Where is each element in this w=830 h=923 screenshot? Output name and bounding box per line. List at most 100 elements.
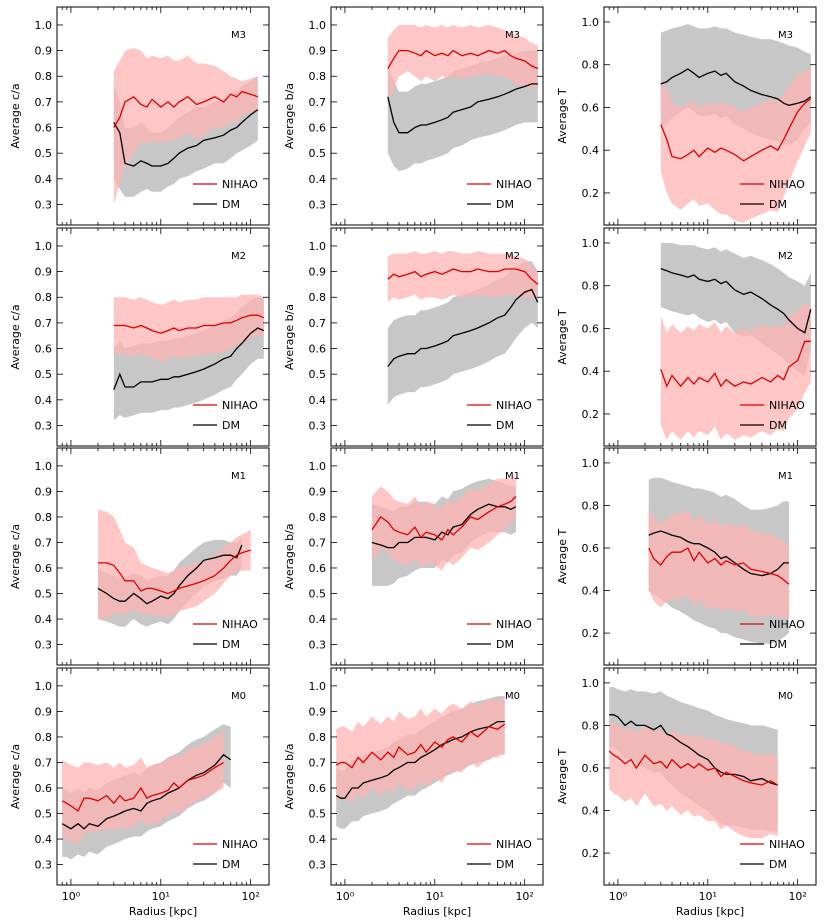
x-tick-label: 10⁰ bbox=[336, 890, 355, 903]
nihao-scatter-band bbox=[609, 721, 778, 839]
y-tick-label: 0.9 bbox=[35, 45, 53, 58]
y-tick-label: 0.3 bbox=[309, 859, 327, 872]
nihao-scatter-band bbox=[62, 731, 224, 845]
y-tick-label: 0.7 bbox=[309, 317, 327, 330]
nihao-mean-line bbox=[387, 268, 539, 285]
y-tick-label: 0.9 bbox=[309, 45, 327, 58]
y-tick-label: 0.5 bbox=[35, 368, 53, 381]
plot-area bbox=[648, 477, 790, 644]
nihao-scatter-band bbox=[660, 69, 811, 223]
y-tick-label: 0.5 bbox=[309, 588, 327, 601]
dm-mean-line bbox=[660, 68, 812, 106]
plot-area bbox=[335, 696, 506, 829]
y-tick-label: 0.6 bbox=[35, 562, 53, 575]
y-tick-label: 0.6 bbox=[35, 343, 53, 356]
panel-m3-ca: 0.3 0.4 0.5 0.6 0.7 0.8 0.9 1.0 Average c/a M3 NIH… bbox=[9, 6, 270, 226]
axes-frame bbox=[56, 667, 270, 886]
nihao-mean-line bbox=[387, 49, 539, 70]
axes-frame bbox=[56, 447, 270, 666]
nihao-legend-label: NIHAO bbox=[769, 618, 805, 631]
y-tick-label: 0.4 bbox=[309, 394, 327, 407]
nihao-mean-line bbox=[660, 98, 812, 162]
dm-legend-label: DM bbox=[769, 858, 787, 871]
plot-area bbox=[387, 251, 539, 405]
y-tick-label: 0.6 bbox=[309, 343, 327, 356]
y-tick-label: 0.7 bbox=[35, 96, 53, 109]
nihao-legend-label: NIHAO bbox=[222, 618, 258, 631]
x-tick-label: 10¹ bbox=[699, 890, 717, 903]
y-tick-label: 0.4 bbox=[309, 613, 327, 626]
dm-mean-line bbox=[387, 83, 538, 134]
y-axis-label: Average T bbox=[556, 309, 569, 365]
y-tick-label: 0.7 bbox=[309, 96, 327, 109]
nihao-scatter-band bbox=[387, 25, 538, 102]
y-axis-label: Average c/a bbox=[9, 304, 22, 369]
y-tick-label: 0.9 bbox=[35, 705, 53, 718]
y-tick-label: 0.6 bbox=[309, 782, 327, 795]
panel-m0-ca: 0.3 0.4 0.5 0.6 0.7 0.8 0.9 1.0 10⁰ 10¹ 10² Radius … bbox=[9, 667, 270, 918]
nihao-mean-line bbox=[608, 750, 779, 786]
y-tick-label: 1.0 bbox=[35, 680, 53, 693]
axes-frame bbox=[330, 667, 544, 886]
nihao-mean-line bbox=[113, 314, 265, 334]
y-tick-label: 0.7 bbox=[35, 756, 53, 769]
dm-legend-label: DM bbox=[769, 198, 787, 211]
nihao-legend-label: NIHAO bbox=[222, 178, 258, 191]
y-axis-label: Average c/a bbox=[9, 744, 22, 809]
y-tick-label: 0.5 bbox=[35, 588, 53, 601]
y-tick-label: 0.8 bbox=[309, 291, 327, 304]
y-tick-label: 0.5 bbox=[35, 147, 53, 160]
y-tick-label: 0.4 bbox=[582, 585, 600, 598]
nihao-mean-line bbox=[113, 90, 259, 128]
dm-mean-line bbox=[371, 503, 517, 549]
y-tick-label: 0.3 bbox=[35, 419, 53, 432]
panel-label: M0 bbox=[231, 691, 246, 702]
nihao-legend-label: NIHAO bbox=[496, 178, 532, 191]
axes-frame bbox=[603, 667, 817, 886]
y-axis-label: Average c/a bbox=[9, 524, 22, 589]
dm-legend-label: DM bbox=[222, 198, 240, 211]
nihao-scatter-band bbox=[387, 251, 538, 303]
nihao-scatter-band bbox=[113, 48, 258, 205]
y-tick-label: 0.6 bbox=[309, 562, 327, 575]
axes-frame bbox=[330, 227, 544, 447]
y-tick-label: 0.4 bbox=[309, 173, 327, 186]
x-axis-label: Radius [kpc] bbox=[676, 905, 744, 918]
y-tick-label: 0.8 bbox=[309, 731, 327, 744]
y-tick-label: 0.7 bbox=[309, 756, 327, 769]
y-tick-label: 1.0 bbox=[582, 677, 600, 690]
y-tick-label: 1.0 bbox=[582, 16, 600, 29]
axes-frame bbox=[603, 227, 817, 447]
y-axis-label: Average b/a bbox=[283, 304, 296, 370]
dm-mean-line bbox=[113, 109, 259, 167]
panel-label: M3 bbox=[505, 30, 520, 41]
y-tick-label: 1.0 bbox=[35, 19, 53, 32]
nihao-mean-line bbox=[371, 496, 517, 541]
panel-m1-t: 0.2 0.4 0.6 0.8 1.0 Average T M1 NIHAO DM bbox=[556, 447, 817, 666]
y-tick-label: 0.4 bbox=[35, 613, 53, 626]
nihao-legend-label: NIHAO bbox=[769, 178, 805, 191]
panel-m3-t: 0.2 0.4 0.6 0.8 1.0 Average T M3 NIHAO DM bbox=[556, 6, 817, 226]
plot-area bbox=[371, 476, 517, 586]
axes-frame bbox=[603, 447, 817, 666]
dm-mean-line bbox=[609, 714, 778, 786]
panel-m1-ba: 0.3 0.4 0.5 0.6 0.7 0.8 0.9 1.0 Average b/a M1 NIH… bbox=[283, 447, 544, 666]
y-tick-label: 0.7 bbox=[309, 536, 327, 549]
dm-legend-label: DM bbox=[769, 638, 787, 651]
nihao-legend-label: NIHAO bbox=[222, 838, 258, 851]
axes-frame bbox=[330, 6, 544, 226]
dm-legend-label: DM bbox=[496, 858, 514, 871]
y-tick-label: 0.3 bbox=[309, 198, 327, 211]
y-tick-label: 0.2 bbox=[582, 627, 600, 640]
nihao-legend-label: NIHAO bbox=[222, 399, 258, 412]
x-tick-label: 10² bbox=[788, 890, 806, 903]
nihao-mean-line bbox=[648, 547, 790, 585]
panel-label: M2 bbox=[778, 251, 793, 262]
y-tick-label: 0.8 bbox=[35, 511, 53, 524]
y-tick-label: 0.3 bbox=[35, 859, 53, 872]
panel-label: M0 bbox=[778, 691, 793, 702]
dm-mean-line bbox=[660, 267, 812, 334]
panel-m0-ba: 0.3 0.4 0.5 0.6 0.7 0.8 0.9 1.0 10⁰ 10¹ 10² Radius … bbox=[283, 667, 544, 918]
y-tick-label: 0.6 bbox=[582, 101, 600, 114]
nihao-legend-label: NIHAO bbox=[769, 399, 805, 412]
